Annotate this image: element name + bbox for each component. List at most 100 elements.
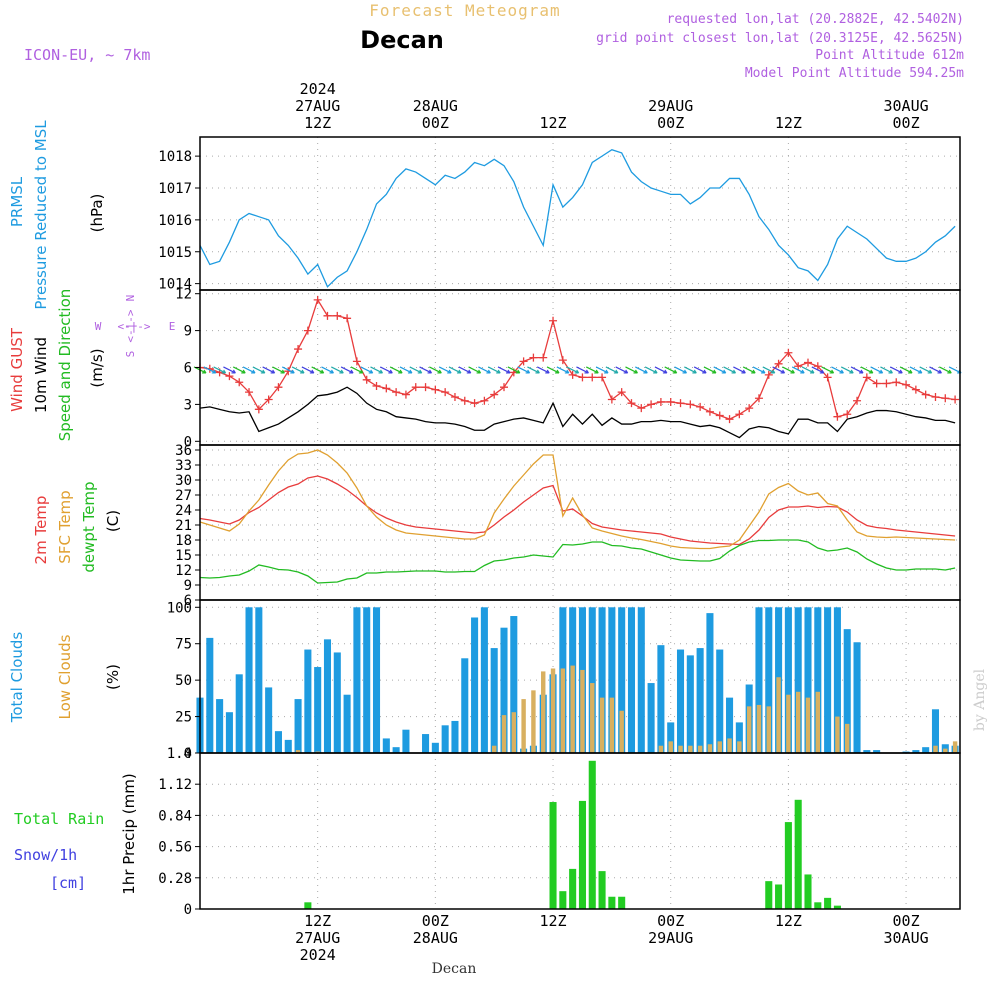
point-altitude: Point Altitude 612m	[815, 48, 964, 63]
legend-cm: [cm]	[50, 874, 86, 892]
gust-point	[774, 359, 783, 368]
gust-point	[303, 326, 312, 335]
bar	[814, 902, 822, 909]
bar	[284, 739, 292, 753]
bar	[804, 874, 812, 909]
bar	[353, 607, 361, 753]
time-label-bottom: 12Z	[304, 912, 331, 930]
time-label-bottom: 12Z	[539, 912, 566, 930]
gust-point	[853, 396, 862, 405]
series-line	[199, 298, 956, 420]
bar	[804, 607, 812, 753]
bar	[717, 741, 722, 753]
bar	[658, 745, 664, 753]
wind-direction-arrow	[733, 366, 746, 374]
gust-point	[421, 383, 430, 392]
bar	[637, 607, 645, 753]
axis-title-precip: 1hr Precip (mm)	[120, 773, 138, 894]
gust-point	[411, 383, 420, 392]
gust-point	[460, 396, 469, 405]
gust-point	[666, 397, 675, 406]
gust-point	[637, 404, 646, 413]
gust-point	[254, 405, 263, 414]
axis-title-prmsl: PRMSL	[8, 176, 26, 227]
axis-title-low-clouds: Low Clouds	[56, 634, 74, 719]
wind-direction-arrow	[909, 366, 923, 374]
bar	[521, 699, 526, 753]
bar	[500, 627, 508, 753]
time-label-bottom: 28AUG	[413, 929, 458, 947]
wind-direction-arrow	[860, 366, 874, 374]
wind-direction-arrow	[350, 366, 364, 374]
gust-point	[754, 394, 763, 403]
y-tick-label: 1016	[158, 213, 192, 229]
y-tick-label: 6	[184, 361, 192, 377]
gust-point	[872, 379, 881, 388]
bar	[863, 750, 871, 753]
bar	[471, 617, 479, 753]
wind-direction-arrow	[595, 366, 609, 374]
wind-direction-arrow	[478, 366, 491, 374]
y-tick-label: 1014	[158, 277, 192, 293]
wind-direction-arrow	[615, 366, 629, 374]
time-label-bottom: 00Z	[422, 912, 449, 930]
y-tick-label: 9	[184, 324, 192, 340]
time-label-top: 12Z	[775, 114, 802, 132]
panel-axis-titles: PRMSL Pressure Reduced to MSL (hPa) Wind GU…	[8, 120, 175, 895]
y-tick-label: 6	[184, 593, 192, 609]
bar	[775, 884, 783, 909]
bar	[588, 760, 596, 909]
wind-direction-arrow	[742, 366, 756, 374]
time-label-bottom: 12Z	[775, 912, 802, 930]
bar	[805, 697, 811, 753]
gust-point	[745, 404, 754, 413]
gust-point	[549, 316, 558, 325]
bar	[756, 704, 762, 753]
bar	[765, 607, 773, 753]
bar	[590, 683, 595, 753]
bar	[608, 607, 616, 753]
wind-direction-arrow	[654, 366, 668, 374]
gust-point	[902, 380, 911, 389]
bar	[835, 716, 840, 753]
grid-lines	[200, 137, 960, 909]
gust-point	[892, 378, 901, 387]
wind-direction-arrow	[487, 366, 501, 374]
bar	[333, 652, 341, 753]
y-tick-label: 3	[184, 397, 192, 413]
gust-point	[500, 383, 508, 392]
wind-direction-arrow	[232, 366, 246, 374]
bar	[235, 674, 243, 753]
axis-title-ms: (m/s)	[88, 348, 106, 387]
gust-point	[784, 348, 793, 357]
bar	[225, 712, 233, 753]
wind-direction-arrow	[870, 366, 884, 374]
wind-direction-arrow	[644, 366, 658, 374]
bar	[255, 607, 263, 753]
gust-point	[450, 393, 459, 402]
bar	[550, 668, 556, 753]
axis-title-10m-wind: 10m Wind	[32, 337, 50, 413]
gust-point	[598, 373, 607, 382]
gust-point	[362, 375, 371, 384]
series-line	[199, 475, 956, 546]
wind-direction-arrow	[576, 366, 589, 374]
y-tick-label: 0.28	[158, 871, 192, 887]
gridpoint-coords: grid point closest lon,lat (20.3125E, 42…	[596, 31, 964, 46]
gust-point	[480, 396, 489, 405]
bar	[726, 697, 734, 753]
wind-direction-arrow	[546, 366, 560, 374]
y-tick-label: 12	[175, 563, 192, 579]
gust-point	[627, 399, 636, 408]
bar	[490, 648, 498, 753]
axis-title-2m-temp: 2m Temp	[32, 496, 50, 565]
bar	[618, 896, 626, 909]
wind-direction-arrow	[497, 366, 511, 374]
bar	[560, 668, 566, 753]
bar	[431, 742, 439, 753]
gust-point	[558, 356, 567, 365]
y-tick-label: 100	[167, 600, 192, 616]
y-tick-label: 15	[175, 548, 192, 564]
wind-direction-arrow	[527, 366, 540, 374]
